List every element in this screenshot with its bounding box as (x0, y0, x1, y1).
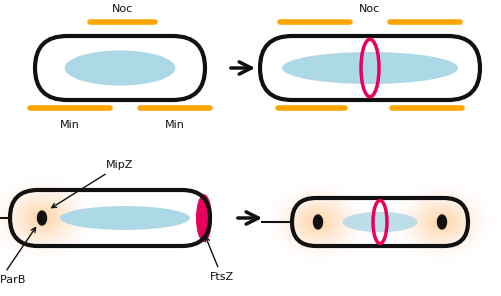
Text: Min: Min (60, 120, 80, 130)
Ellipse shape (196, 194, 212, 242)
Ellipse shape (437, 215, 446, 229)
FancyBboxPatch shape (292, 198, 468, 246)
FancyBboxPatch shape (260, 36, 480, 100)
FancyBboxPatch shape (35, 36, 205, 100)
Text: Noc: Noc (359, 4, 381, 14)
Ellipse shape (38, 211, 47, 225)
Ellipse shape (282, 52, 458, 84)
Ellipse shape (314, 219, 322, 225)
Text: oriC/ParB: oriC/ParB (0, 228, 36, 285)
Ellipse shape (38, 215, 47, 221)
Ellipse shape (438, 219, 446, 225)
Ellipse shape (65, 50, 175, 86)
Ellipse shape (60, 206, 190, 230)
Ellipse shape (33, 211, 51, 225)
Ellipse shape (314, 215, 323, 229)
Ellipse shape (309, 215, 327, 229)
Ellipse shape (343, 212, 417, 232)
Ellipse shape (433, 215, 451, 229)
Text: Min: Min (165, 120, 185, 130)
Text: FtsZ: FtsZ (205, 237, 234, 282)
Text: MipZ: MipZ (52, 160, 134, 208)
FancyBboxPatch shape (10, 190, 210, 246)
Text: Noc: Noc (112, 4, 133, 14)
